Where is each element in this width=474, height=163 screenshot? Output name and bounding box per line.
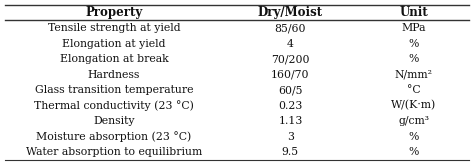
Text: 160/70: 160/70 — [271, 70, 310, 80]
Text: Density: Density — [93, 116, 135, 126]
Text: Dry/Moist: Dry/Moist — [258, 6, 323, 19]
Text: Water absorption to equilibrium: Water absorption to equilibrium — [26, 147, 202, 157]
Text: W/(K·m): W/(K·m) — [391, 100, 436, 111]
Text: %: % — [408, 132, 419, 141]
Text: %: % — [408, 54, 419, 64]
Text: Property: Property — [85, 6, 143, 19]
Text: Unit: Unit — [399, 6, 428, 19]
Text: Glass transition temperature: Glass transition temperature — [35, 85, 193, 95]
Text: Elongation at yield: Elongation at yield — [62, 39, 165, 49]
Text: Moisture absorption (23 °C): Moisture absorption (23 °C) — [36, 131, 191, 142]
Text: 4: 4 — [287, 39, 294, 49]
Text: MPa: MPa — [401, 23, 426, 33]
Text: 60/5: 60/5 — [278, 85, 303, 95]
Text: 9.5: 9.5 — [282, 147, 299, 157]
Text: 85/60: 85/60 — [274, 23, 306, 33]
Text: 70/200: 70/200 — [271, 54, 310, 64]
Text: °C: °C — [407, 85, 420, 95]
Text: Thermal conductivity (23 °C): Thermal conductivity (23 °C) — [34, 100, 194, 111]
Text: Tensile strength at yield: Tensile strength at yield — [47, 23, 180, 33]
Text: 0.23: 0.23 — [278, 101, 302, 111]
Text: 3: 3 — [287, 132, 294, 141]
Text: 1.13: 1.13 — [278, 116, 302, 126]
Text: %: % — [408, 147, 419, 157]
Text: %: % — [408, 39, 419, 49]
Text: Elongation at break: Elongation at break — [60, 54, 168, 64]
Text: Hardness: Hardness — [88, 70, 140, 80]
Text: g/cm³: g/cm³ — [398, 116, 429, 126]
Text: N/mm²: N/mm² — [394, 70, 432, 80]
